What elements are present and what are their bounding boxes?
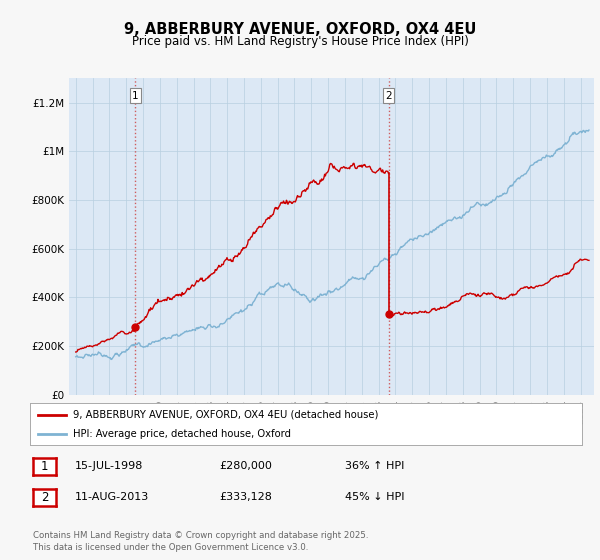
- Text: 9, ABBERBURY AVENUE, OXFORD, OX4 4EU: 9, ABBERBURY AVENUE, OXFORD, OX4 4EU: [124, 22, 476, 38]
- Text: 2: 2: [386, 91, 392, 101]
- Text: 1: 1: [132, 91, 139, 101]
- Text: 9, ABBERBURY AVENUE, OXFORD, OX4 4EU (detached house): 9, ABBERBURY AVENUE, OXFORD, OX4 4EU (de…: [73, 409, 379, 419]
- Text: 45% ↓ HPI: 45% ↓ HPI: [345, 492, 404, 502]
- Text: 36% ↑ HPI: 36% ↑ HPI: [345, 461, 404, 472]
- Text: 15-JUL-1998: 15-JUL-1998: [75, 461, 143, 472]
- Text: 2: 2: [41, 491, 48, 504]
- Text: 1: 1: [41, 460, 48, 473]
- Text: £280,000: £280,000: [219, 461, 272, 472]
- Text: 11-AUG-2013: 11-AUG-2013: [75, 492, 149, 502]
- Text: £333,128: £333,128: [219, 492, 272, 502]
- Text: Contains HM Land Registry data © Crown copyright and database right 2025.
This d: Contains HM Land Registry data © Crown c…: [33, 531, 368, 552]
- Text: HPI: Average price, detached house, Oxford: HPI: Average price, detached house, Oxfo…: [73, 429, 291, 439]
- Text: Price paid vs. HM Land Registry's House Price Index (HPI): Price paid vs. HM Land Registry's House …: [131, 35, 469, 48]
